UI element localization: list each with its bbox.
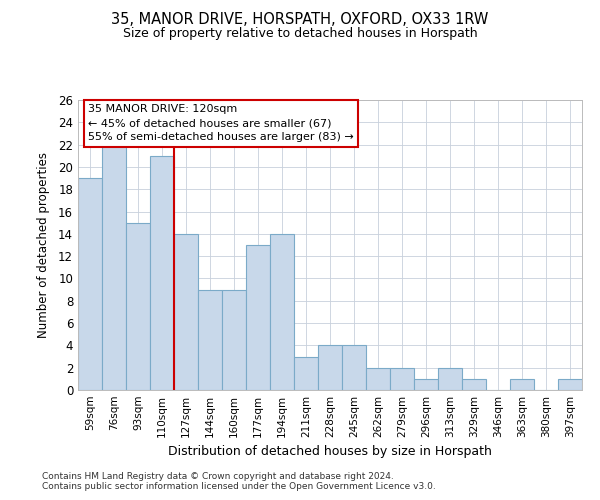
Y-axis label: Number of detached properties: Number of detached properties: [37, 152, 50, 338]
Text: Contains HM Land Registry data © Crown copyright and database right 2024.: Contains HM Land Registry data © Crown c…: [42, 472, 394, 481]
Bar: [342, 346, 366, 390]
Text: Contains public sector information licensed under the Open Government Licence v3: Contains public sector information licen…: [42, 482, 436, 491]
Bar: [438, 368, 462, 390]
Bar: [462, 379, 486, 390]
Bar: [318, 346, 342, 390]
Bar: [102, 144, 126, 390]
Bar: [78, 178, 102, 390]
Bar: [150, 156, 174, 390]
Bar: [510, 379, 534, 390]
Bar: [222, 290, 246, 390]
Bar: [270, 234, 294, 390]
X-axis label: Distribution of detached houses by size in Horspath: Distribution of detached houses by size …: [168, 446, 492, 458]
Bar: [414, 379, 438, 390]
Bar: [174, 234, 198, 390]
Bar: [126, 222, 150, 390]
Text: 35, MANOR DRIVE, HORSPATH, OXFORD, OX33 1RW: 35, MANOR DRIVE, HORSPATH, OXFORD, OX33 …: [112, 12, 488, 28]
Text: Size of property relative to detached houses in Horspath: Size of property relative to detached ho…: [122, 28, 478, 40]
Bar: [390, 368, 414, 390]
Bar: [198, 290, 222, 390]
Bar: [366, 368, 390, 390]
Bar: [294, 356, 318, 390]
Text: 35 MANOR DRIVE: 120sqm
← 45% of detached houses are smaller (67)
55% of semi-det: 35 MANOR DRIVE: 120sqm ← 45% of detached…: [88, 104, 354, 142]
Bar: [246, 245, 270, 390]
Bar: [558, 379, 582, 390]
